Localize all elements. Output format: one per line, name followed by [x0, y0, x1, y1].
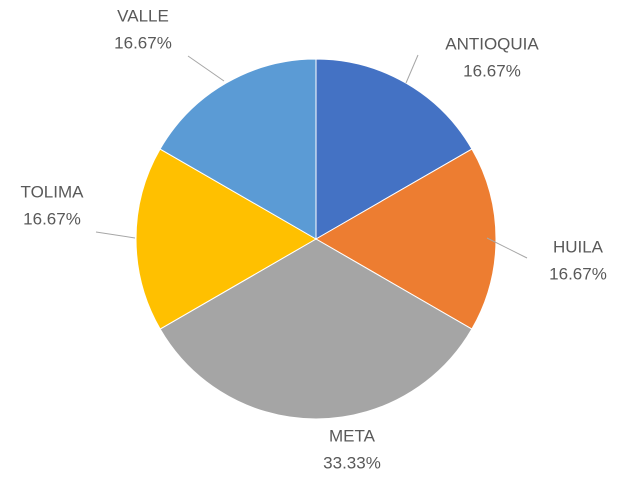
slice-label: HUILA [553, 237, 604, 256]
pie-slice [315, 58, 473, 240]
slice-label: VALLE [117, 6, 169, 25]
slice-value-label: 33.33% [323, 453, 381, 472]
pie-slice [159, 58, 317, 240]
slice-value-label: 16.67% [463, 61, 521, 80]
leader-line [95, 231, 136, 239]
slice-value-label: 16.67% [23, 209, 81, 228]
pie-slice [135, 148, 317, 330]
leader-line [486, 237, 528, 259]
slice-value-label: 16.67% [114, 33, 172, 52]
slice-value-label: 16.67% [549, 264, 607, 283]
pie-slice [315, 148, 497, 330]
leader-line [187, 55, 225, 82]
slice-label: META [329, 426, 376, 445]
leader-line [405, 54, 419, 84]
pie-slice [159, 238, 473, 420]
slice-label: TOLIMA [21, 182, 85, 201]
slice-label: ANTIOQUIA [445, 34, 539, 53]
